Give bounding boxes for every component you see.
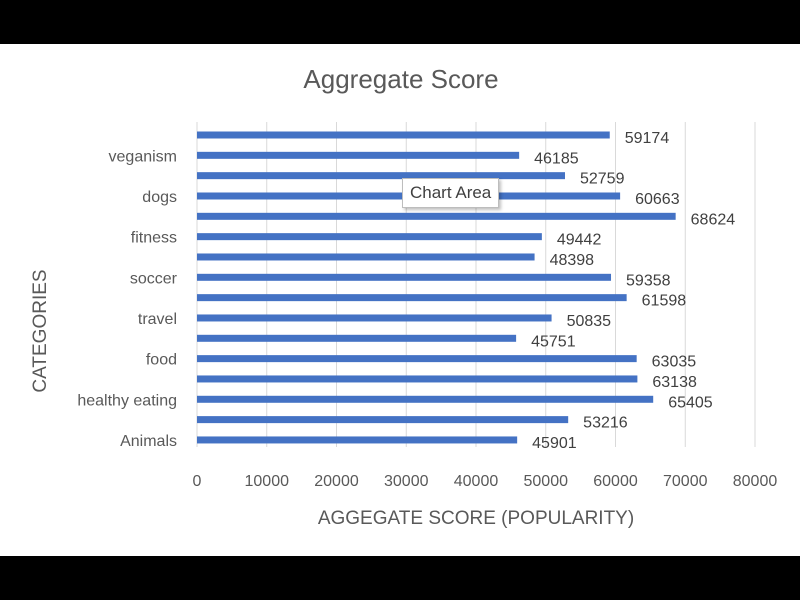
bar <box>197 314 552 322</box>
bar-value-label: 52759 <box>580 171 625 188</box>
x-tick-label: 0 <box>193 473 202 490</box>
bar-value-label: 45901 <box>532 435 577 452</box>
chart-area-tooltip: Chart Area <box>402 178 500 208</box>
bar-value-label: 60663 <box>635 191 680 208</box>
x-tick-label: 20000 <box>314 473 359 490</box>
y-category-label: travel <box>138 311 177 328</box>
x-tick-label: 10000 <box>245 473 290 490</box>
bar-value-label: 61598 <box>642 293 687 310</box>
x-axis-title: AGGEGATE SCORE (POPULARITY) <box>318 508 634 529</box>
y-axis-title: CATEGORIES <box>30 269 51 392</box>
bar-value-label: 59174 <box>625 130 670 147</box>
y-category-label: food <box>146 352 177 369</box>
bar <box>197 273 612 281</box>
y-category-label: healthy eating <box>77 392 177 409</box>
y-category-label: Animals <box>120 433 177 450</box>
x-tick-label: 50000 <box>524 473 569 490</box>
bar <box>197 131 610 139</box>
x-tick-label: 80000 <box>733 473 778 490</box>
bar <box>197 212 676 220</box>
bar <box>197 355 637 363</box>
bar <box>197 233 542 241</box>
bar <box>197 151 520 159</box>
bar-value-label: 53216 <box>583 415 628 432</box>
bar-value-label: 63035 <box>652 354 697 371</box>
x-tick-label: 40000 <box>454 473 499 490</box>
bar <box>197 375 638 383</box>
x-tick-label: 60000 <box>593 473 638 490</box>
bar <box>197 395 654 403</box>
y-category-label: soccer <box>130 270 178 287</box>
chart-frame: 59174 46185 52759 60663 68624 49442 48398 59358… <box>0 44 800 556</box>
chart-title: Aggregate Score <box>303 64 498 94</box>
bar <box>197 253 535 261</box>
bar <box>197 436 518 444</box>
x-tick-label: 30000 <box>384 473 429 490</box>
bar-value-label: 59358 <box>626 272 671 289</box>
x-tick-label: 70000 <box>663 473 708 490</box>
bar-value-label: 50835 <box>567 313 612 330</box>
bar <box>197 294 627 302</box>
bar <box>197 172 565 180</box>
bar-value-label: 65405 <box>668 394 713 411</box>
bar-value-label: 49442 <box>557 232 602 249</box>
bar-value-label: 68624 <box>691 211 736 228</box>
y-category-label: fitness <box>131 230 177 247</box>
bar-value-label: 48398 <box>550 252 595 269</box>
bar-value-label: 46185 <box>534 150 579 167</box>
y-category-label: dogs <box>142 189 177 206</box>
bar <box>197 334 517 342</box>
y-category-label: veganism <box>109 148 177 165</box>
bar-value-label: 63138 <box>652 374 697 391</box>
bar-value-label: 45751 <box>531 333 576 350</box>
bar <box>197 416 569 424</box>
